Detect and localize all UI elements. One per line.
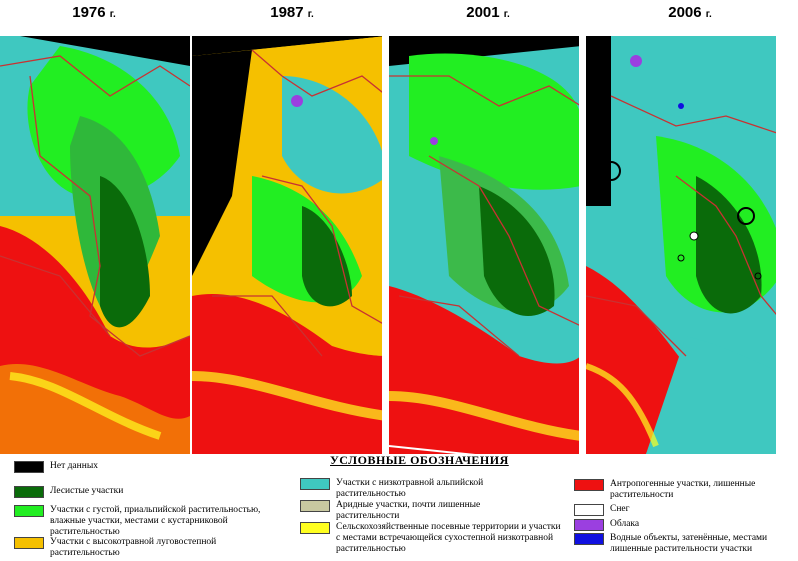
legend-text-clouds: Облака <box>610 519 640 529</box>
legend-item-tall-grass: Участки с высокотравной луговостепной ра… <box>14 537 220 559</box>
legend-item-forest: Лесистые участки <box>14 486 123 498</box>
legend-text-arid: Аридные участки, почти лишенные растител… <box>336 500 481 521</box>
map-2001 <box>389 36 579 454</box>
map-1976-svg <box>0 36 190 454</box>
legend-swatch-forest <box>14 486 44 498</box>
map-2001-svg <box>389 36 579 454</box>
legend-item-low-grass-alpine: Участки с низкотравной альпийской растит… <box>300 478 496 500</box>
legend-text-tall-grass: Участки с высокотравной луговостепной ра… <box>50 537 217 558</box>
legend-item-agri: Сельскохозяйственные посевные территории… <box>300 522 566 555</box>
legend-text-dense-subalpine: Участки с густой, приальпийской растител… <box>50 505 261 537</box>
legend-text-water: Водные объекты, затенённые, местами лише… <box>610 533 768 554</box>
legend-swatch-tall-grass <box>14 537 44 549</box>
map-2006-svg <box>586 36 776 454</box>
legend-swatch-arid <box>300 500 330 512</box>
legend-swatch-snow <box>574 504 604 516</box>
legend-item-no-data: Нет данных <box>14 461 98 473</box>
year-label-1987: 1987 г. <box>270 4 314 21</box>
legend-swatch-water <box>574 533 604 545</box>
legend-item-anthropogenic: Антропогенные участки, лишенные растител… <box>574 479 790 501</box>
map-1987 <box>192 36 382 454</box>
year-label-1976: 1976 г. <box>72 4 116 21</box>
map-2006 <box>586 36 776 454</box>
legend-swatch-clouds <box>574 519 604 531</box>
legend-text-snow: Снег <box>610 504 630 514</box>
legend-swatch-low-grass-alpine <box>300 478 330 490</box>
legend-item-clouds: Облака <box>574 519 639 531</box>
legend-item-arid: Аридные участки, почти лишенные растител… <box>300 500 506 522</box>
legend-item-water: Водные объекты, затенённые, местами лише… <box>574 533 798 555</box>
legend-text-anthropogenic: Антропогенные участки, лишенные растител… <box>610 479 756 500</box>
legend-swatch-dense-subalpine <box>14 505 44 517</box>
legend-title: УСЛОВНЫЕ ОБОЗНАЧЕНИЯ <box>330 453 509 467</box>
year-label-2001: 2001 г. <box>466 4 510 21</box>
legend-swatch-no-data <box>14 461 44 473</box>
map-1987-svg <box>192 36 382 454</box>
legend-swatch-agri <box>300 522 330 534</box>
legend-text-no-data: Нет данных <box>50 461 98 471</box>
legend-text-forest: Лесистые участки <box>50 486 124 496</box>
legend-text-low-grass-alpine: Участки с низкотравной альпийской растит… <box>336 478 484 499</box>
legend-item-dense-subalpine: Участки с густой, приальпийской растител… <box>14 505 285 538</box>
legend-item-snow: Снег <box>574 504 630 516</box>
legend-swatch-anthropogenic <box>574 479 604 491</box>
year-label-2006: 2006 г. <box>668 4 712 21</box>
legend-text-agri: Сельскохозяйственные посевные территории… <box>336 522 561 554</box>
map-1976 <box>0 36 190 454</box>
